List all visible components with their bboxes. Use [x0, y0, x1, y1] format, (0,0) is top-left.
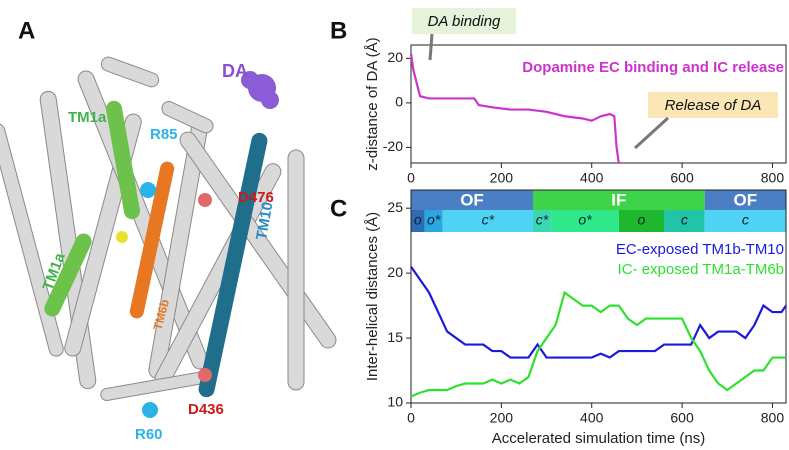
- substate-label: c: [742, 212, 749, 228]
- structure-label: TM10: [253, 201, 276, 242]
- state-band: [411, 190, 533, 210]
- structure-label: R85: [150, 126, 178, 143]
- state-label: OF: [460, 190, 484, 209]
- structure-label: D476: [238, 189, 274, 206]
- structure-label: R60: [135, 426, 163, 443]
- x-tick-label: 0: [407, 410, 415, 426]
- panel-label: B: [330, 17, 347, 44]
- panel-label: C: [330, 195, 347, 222]
- annotation-arrow: [633, 116, 670, 150]
- structure-label: DA: [222, 61, 248, 81]
- plot-frame: [410, 189, 787, 404]
- legend-entry: EC-exposed TM1b-TM10: [616, 241, 784, 258]
- x-tick-label: 400: [580, 410, 604, 426]
- y-axis-label: Inter-helical distances (Å): [364, 212, 381, 381]
- state-label: OF: [734, 190, 758, 209]
- structure-label: D436: [188, 401, 224, 418]
- substate-band: [442, 210, 533, 232]
- x-tick-label: 800: [761, 170, 785, 186]
- substate-band: [618, 210, 665, 232]
- x-tick-label: 400: [580, 170, 604, 186]
- y-tick-label: 20: [387, 264, 403, 280]
- structure-label: TM1a: [68, 109, 107, 126]
- legend-entry: Dopamine EC binding and IC release: [522, 59, 784, 76]
- x-tick-label: 600: [670, 170, 694, 186]
- y-tick-label: -20: [383, 138, 403, 154]
- substate-label: c*: [536, 212, 549, 228]
- substate-band: [424, 210, 443, 232]
- plot-frame: [410, 44, 787, 164]
- substate-band: [704, 210, 786, 232]
- series-line: [410, 265, 787, 359]
- state-band: [532, 190, 705, 210]
- annotation-box: [412, 8, 516, 34]
- state-label: IF: [611, 190, 626, 209]
- x-axis-label: Accelerated simulation time (ns): [492, 430, 705, 447]
- y-tick-label: 10: [387, 394, 403, 410]
- y-axis-label: z-distance of DA (Å): [364, 37, 381, 170]
- substate-band: [411, 210, 425, 232]
- panel-label: A: [18, 17, 35, 44]
- x-tick-label: 800: [761, 410, 785, 426]
- state-band: [704, 190, 786, 210]
- y-tick-label: 0: [395, 94, 403, 110]
- annotation-box: [648, 92, 778, 118]
- x-tick-label: 0: [407, 170, 415, 186]
- substate-label: o: [414, 212, 422, 228]
- series-line: [409, 53, 620, 164]
- x-tick-label: 200: [490, 170, 514, 186]
- legend-entry: IC- exposed TM1a-TM6b: [618, 261, 784, 278]
- substate-label: c: [681, 212, 688, 228]
- annotation: DA binding: [428, 13, 501, 30]
- y-tick-label: 15: [387, 329, 403, 345]
- substate-label: o*: [578, 212, 592, 228]
- substate-label: o: [638, 212, 646, 228]
- x-tick-label: 200: [490, 410, 514, 426]
- substate-label: o*: [427, 212, 441, 228]
- substate-band: [532, 210, 552, 232]
- series-line: [410, 290, 786, 398]
- substate-band: [664, 210, 705, 232]
- y-tick-label: 20: [387, 49, 403, 65]
- substate-band: [551, 210, 619, 232]
- protein-structure: [0, 56, 337, 418]
- annotation-arrow: [428, 33, 434, 61]
- x-tick-label: 600: [670, 410, 694, 426]
- substate-label: c*: [482, 212, 495, 228]
- y-tick-label: 25: [387, 199, 403, 215]
- annotation: Release of DA: [665, 97, 762, 114]
